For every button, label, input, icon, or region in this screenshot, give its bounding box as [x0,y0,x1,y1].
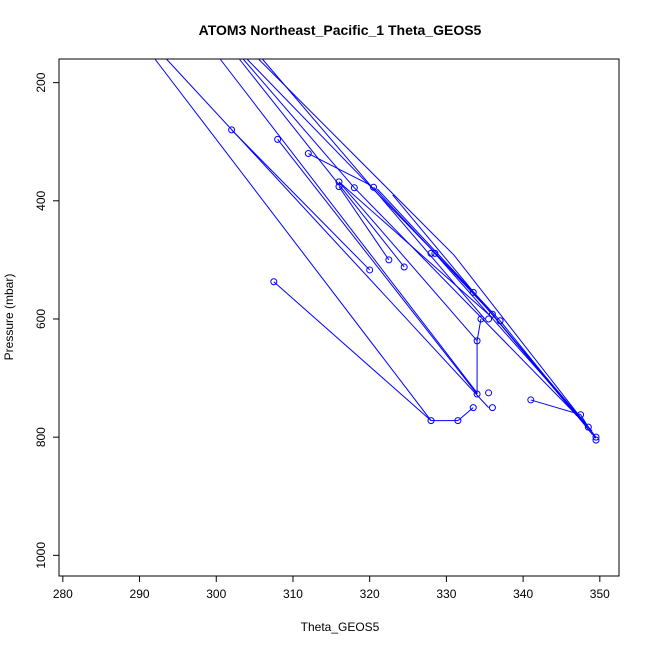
data-point [486,390,492,396]
series-line [243,59,354,188]
series-line [155,59,473,421]
series-line [477,319,481,394]
x-tick-label: 320 [360,587,380,601]
y-axis-label: Pressure (mbar) [2,274,16,361]
x-tick-label: 340 [513,587,533,601]
chart-title: ATOM3 Northeast_Pacific_1 Theta_GEOS5 [199,22,482,38]
series-line [262,59,484,319]
x-tick-label: 280 [53,587,73,601]
series-line [531,400,589,427]
y-axis: 200 400 600 800 1000 [34,72,59,568]
x-tick-label: 300 [206,587,226,601]
series-line [339,182,477,341]
series-lines [155,59,596,438]
series-line [258,59,596,437]
data-point [486,316,492,322]
y-tick-label: 200 [34,72,48,92]
series-points [229,127,599,443]
x-tick-label: 290 [130,587,150,601]
series-line [354,188,588,427]
y-tick-label: 600 [34,309,48,329]
series-line [339,182,492,318]
plot-frame [59,59,619,576]
x-axis-label: Theta_GEOS5 [301,620,380,634]
series-line [166,59,488,408]
series-line [220,59,477,393]
y-tick-label: 800 [34,427,48,447]
x-axis: 280 290 300 310 320 330 340 350 [53,576,610,601]
data-point [489,405,495,411]
series-line [232,130,370,270]
x-tick-label: 330 [436,587,456,601]
x-tick-label: 350 [590,587,610,601]
y-tick-label: 1000 [34,542,48,569]
y-tick-label: 400 [34,190,48,210]
x-tick-label: 310 [283,587,303,601]
